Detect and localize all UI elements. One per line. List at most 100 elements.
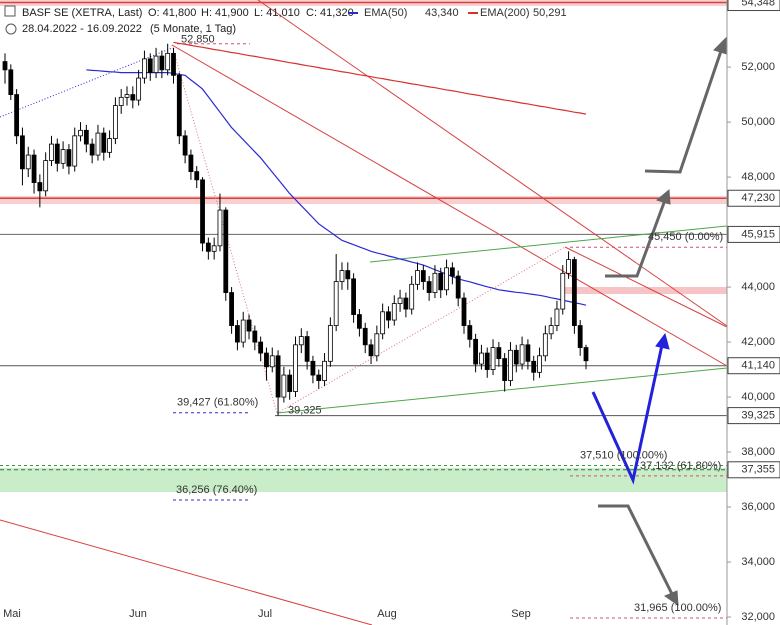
trend-line xyxy=(257,0,728,327)
candle-body xyxy=(101,132,107,153)
candle-body xyxy=(171,52,176,76)
y-tick-label: 50,000 xyxy=(741,116,775,128)
candle-body xyxy=(200,179,205,244)
candle-body xyxy=(60,149,66,164)
level-label: 37,355 xyxy=(741,464,775,476)
candle-body xyxy=(264,352,269,368)
candle-body xyxy=(339,270,345,282)
candle-body xyxy=(531,360,537,373)
candle-body xyxy=(287,374,293,392)
candle-body xyxy=(95,132,101,156)
candle-body xyxy=(467,325,473,340)
candle-body xyxy=(14,94,20,137)
candle-body xyxy=(444,267,449,291)
candle-body xyxy=(165,52,171,71)
arrowhead xyxy=(663,590,679,607)
level-box xyxy=(727,189,780,207)
candle-body xyxy=(333,281,339,326)
legend-label: EMA(200) xyxy=(480,7,530,19)
support-zone xyxy=(0,468,727,492)
resistance-zone xyxy=(562,287,727,294)
trend-line xyxy=(0,519,373,625)
x-tick-label: Jun xyxy=(129,608,147,620)
annotation: 37,132 (61.80%) xyxy=(640,460,721,472)
candle-body xyxy=(43,160,49,192)
arrowhead xyxy=(655,332,670,350)
y-tick-label: 34,000 xyxy=(741,556,775,568)
candle-body xyxy=(380,311,386,335)
candle-body xyxy=(571,259,577,326)
ohlc-label: O: 41,800 xyxy=(148,7,196,19)
candle-body xyxy=(275,355,281,398)
candle-body xyxy=(176,74,182,137)
candle-body xyxy=(566,259,571,274)
candle-body xyxy=(194,171,200,181)
legend-label: EMA(50) xyxy=(364,7,407,19)
arrows xyxy=(591,36,728,607)
candle-body xyxy=(72,135,78,167)
clock-icon xyxy=(5,23,17,35)
candle-body xyxy=(310,360,316,376)
y-tick-label: 38,000 xyxy=(741,446,775,458)
candle-body xyxy=(455,275,461,299)
candle-body xyxy=(449,267,455,277)
chart-title: BASF SE (XETRA, Last) xyxy=(22,7,142,19)
candle-body xyxy=(153,55,159,73)
annotation: 52,850 xyxy=(181,34,215,46)
candle-body xyxy=(327,325,333,362)
candle-body xyxy=(432,272,438,293)
candle-body xyxy=(403,297,409,310)
candle-body xyxy=(293,344,298,392)
legend-value: 43,340 xyxy=(425,7,459,19)
candle-body xyxy=(357,314,362,329)
candle-body xyxy=(25,154,31,170)
candle-body xyxy=(269,355,275,368)
candle-body xyxy=(49,143,54,161)
axis: 32,000 34,000 36,000 38,000 40,000 42,000 44,0… xyxy=(3,0,780,623)
candle-body xyxy=(240,319,246,343)
candle-body xyxy=(508,349,513,381)
candle-body xyxy=(147,58,153,73)
annotation: 37,510 (100.00%) xyxy=(580,449,667,461)
candle-body xyxy=(304,336,310,362)
level-label: 54,348 xyxy=(741,0,775,8)
candle-body xyxy=(31,154,37,183)
level-box xyxy=(727,407,780,425)
y-tick-label: 40,000 xyxy=(741,391,775,403)
candle-body xyxy=(205,242,211,252)
candle-body xyxy=(525,344,531,362)
candle-body xyxy=(54,143,60,164)
candle-body xyxy=(345,270,351,280)
candle-body xyxy=(136,77,142,101)
fib-line xyxy=(0,47,173,118)
y-tick-label: 36,000 xyxy=(741,501,775,513)
annotation: 31,965 (100.00%) xyxy=(634,602,721,614)
candle-body xyxy=(426,281,432,293)
candle-body xyxy=(490,347,496,370)
candle-body xyxy=(78,129,83,137)
arrowhead xyxy=(655,188,671,205)
candle-body xyxy=(519,344,525,365)
candle-body xyxy=(223,209,229,293)
annotation: 36,256 (76.40%) xyxy=(176,484,257,496)
candle-body xyxy=(107,138,112,153)
candle-body xyxy=(2,61,8,71)
candle-body xyxy=(479,352,484,365)
arrow xyxy=(644,47,724,174)
candle-body xyxy=(234,325,240,343)
arrow xyxy=(598,504,674,595)
ohlc-label: H: 41,900 xyxy=(201,7,249,19)
candle-body xyxy=(513,349,519,365)
price-marks xyxy=(0,41,727,619)
candle-body xyxy=(322,360,327,381)
candle-body xyxy=(83,129,89,145)
candle-body xyxy=(386,311,391,321)
candle-body xyxy=(89,143,95,156)
candle-body xyxy=(252,330,258,343)
candle-body xyxy=(182,135,188,156)
x-tick-label: Mai xyxy=(3,608,21,620)
candle-body xyxy=(415,270,420,285)
candle-body xyxy=(229,292,234,326)
candle-body xyxy=(211,245,217,252)
